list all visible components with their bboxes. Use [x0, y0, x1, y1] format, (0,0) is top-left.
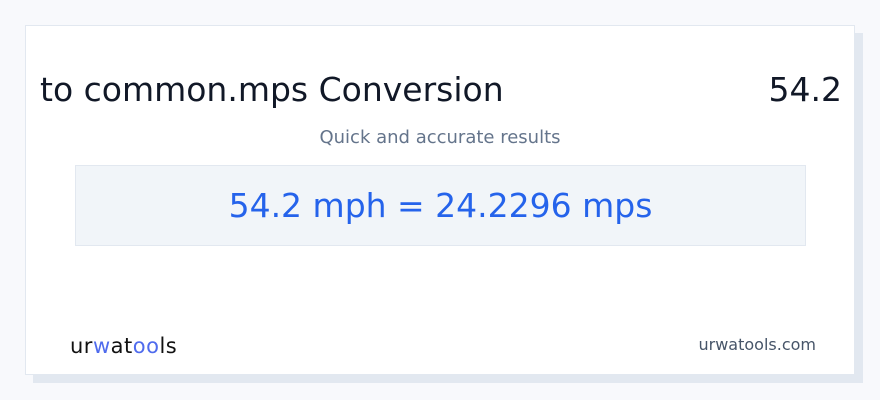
- conversion-card: to common.mps Conversion 54.2 Quick and …: [25, 25, 855, 375]
- urwatools-logo: urwatools: [70, 334, 178, 358]
- result-box: 54.2 mph = 24.2296 mps: [75, 165, 806, 246]
- input-value: 54.2: [768, 70, 842, 109]
- result-text: 54.2 mph = 24.2296 mps: [228, 186, 653, 225]
- page-title: to common.mps Conversion: [40, 70, 504, 109]
- subtitle: Quick and accurate results: [319, 127, 561, 148]
- site-url: urwatools.com: [698, 335, 817, 354]
